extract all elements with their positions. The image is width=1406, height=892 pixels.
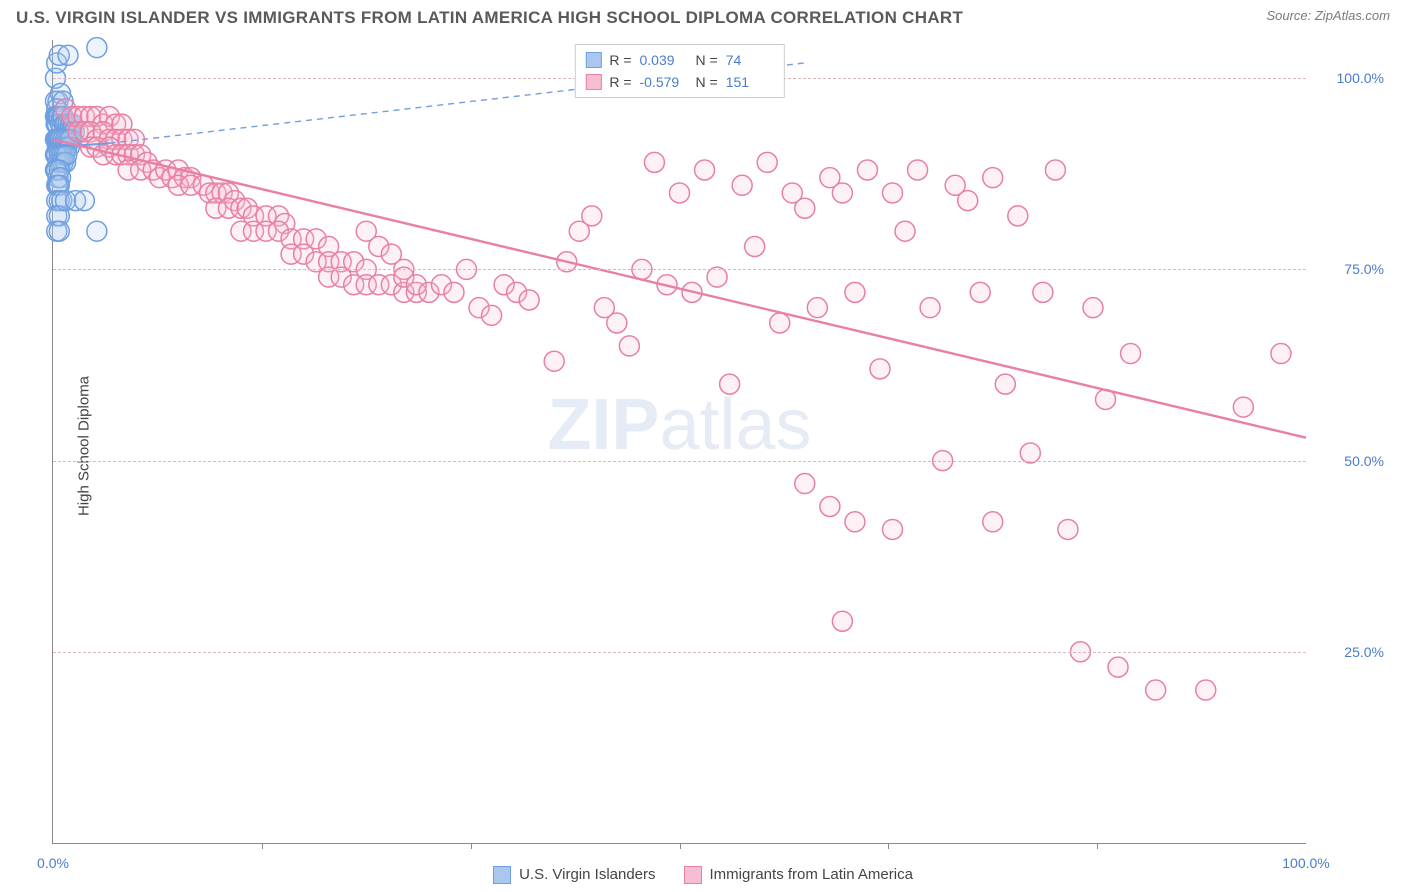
data-point — [770, 313, 790, 333]
data-point — [857, 160, 877, 180]
legend-n-value: 74 — [726, 49, 774, 71]
data-point — [970, 282, 990, 302]
data-point — [883, 183, 903, 203]
legend-swatch — [585, 52, 601, 68]
data-point — [832, 611, 852, 631]
data-point — [1271, 344, 1291, 364]
data-point — [745, 236, 765, 256]
data-point — [444, 282, 464, 302]
xtick-mark — [888, 843, 889, 849]
legend-r-label: R = — [609, 71, 631, 93]
data-point — [582, 206, 602, 226]
data-point — [807, 298, 827, 318]
data-point — [895, 221, 915, 241]
data-point — [87, 38, 107, 58]
data-point — [883, 519, 903, 539]
legend-r-label: R = — [609, 49, 631, 71]
data-point — [1108, 657, 1128, 677]
data-point — [720, 374, 740, 394]
gridline — [53, 461, 1306, 462]
gridline — [53, 652, 1306, 653]
legend-swatch — [684, 866, 702, 884]
legend-swatch — [585, 74, 601, 90]
ytick-label: 100.0% — [1337, 70, 1384, 86]
data-point — [1121, 344, 1141, 364]
xtick-mark — [680, 843, 681, 849]
data-point — [49, 221, 69, 241]
chart-svg — [53, 40, 1306, 843]
data-point — [695, 160, 715, 180]
data-point — [958, 191, 978, 211]
data-point — [519, 290, 539, 310]
data-point — [670, 183, 690, 203]
legend-item: U.S. Virgin Islanders — [493, 866, 655, 884]
xtick-mark — [262, 843, 263, 849]
data-point — [87, 221, 107, 241]
data-point — [795, 198, 815, 218]
legend-n-label: N = — [696, 71, 718, 93]
ytick-label: 25.0% — [1344, 644, 1384, 660]
legend-series-name: U.S. Virgin Islanders — [519, 866, 655, 883]
data-point — [1008, 206, 1028, 226]
data-point — [482, 305, 502, 325]
data-point — [795, 474, 815, 494]
data-point — [820, 497, 840, 517]
legend-stats: R = 0.039 N = 74 R = -0.579 N = 151 — [574, 44, 784, 98]
data-point — [920, 298, 940, 318]
data-point — [1146, 680, 1166, 700]
data-point — [1083, 298, 1103, 318]
source-value: ZipAtlas.com — [1315, 8, 1390, 23]
ytick-label: 75.0% — [1344, 261, 1384, 277]
chart-source: Source: ZipAtlas.com — [1266, 8, 1390, 23]
data-point — [1045, 160, 1065, 180]
legend-n-label: N = — [696, 49, 718, 71]
legend-n-value: 151 — [726, 71, 774, 93]
chart-plot-area: ZIPatlas R =0.039N =74R =-0.579N =151 25… — [52, 40, 1306, 844]
data-point — [983, 168, 1003, 188]
data-point — [983, 512, 1003, 532]
data-point — [1058, 519, 1078, 539]
data-point — [832, 183, 852, 203]
legend-stats-row: R = 0.039 N = 74 — [585, 49, 773, 71]
data-point — [58, 45, 78, 65]
data-point — [1233, 397, 1253, 417]
data-point — [870, 359, 890, 379]
data-point — [544, 351, 564, 371]
data-point — [381, 244, 401, 264]
xtick-mark — [1097, 843, 1098, 849]
data-point — [845, 282, 865, 302]
legend-stats-row: R = -0.579 N = 151 — [585, 71, 773, 93]
data-point — [1033, 282, 1053, 302]
data-point — [757, 152, 777, 172]
xtick-mark — [471, 843, 472, 849]
legend-series: U.S. Virgin Islanders Immigrants from Lat… — [0, 866, 1406, 884]
gridline — [53, 269, 1306, 270]
data-point — [644, 152, 664, 172]
ytick-label: 50.0% — [1344, 453, 1384, 469]
data-point — [607, 313, 627, 333]
legend-r-value: -0.579 — [640, 71, 688, 93]
data-point — [619, 336, 639, 356]
legend-series-name: Immigrants from Latin America — [710, 866, 913, 883]
data-point — [845, 512, 865, 532]
chart-title: U.S. VIRGIN ISLANDER VS IMMIGRANTS FROM … — [16, 8, 963, 28]
source-label: Source: — [1266, 8, 1314, 23]
legend-swatch — [493, 866, 511, 884]
data-point — [1196, 680, 1216, 700]
legend-item: Immigrants from Latin America — [684, 866, 913, 884]
legend-r-value: 0.039 — [640, 49, 688, 71]
data-point — [995, 374, 1015, 394]
data-point — [732, 175, 752, 195]
data-point — [74, 191, 94, 211]
data-point — [908, 160, 928, 180]
